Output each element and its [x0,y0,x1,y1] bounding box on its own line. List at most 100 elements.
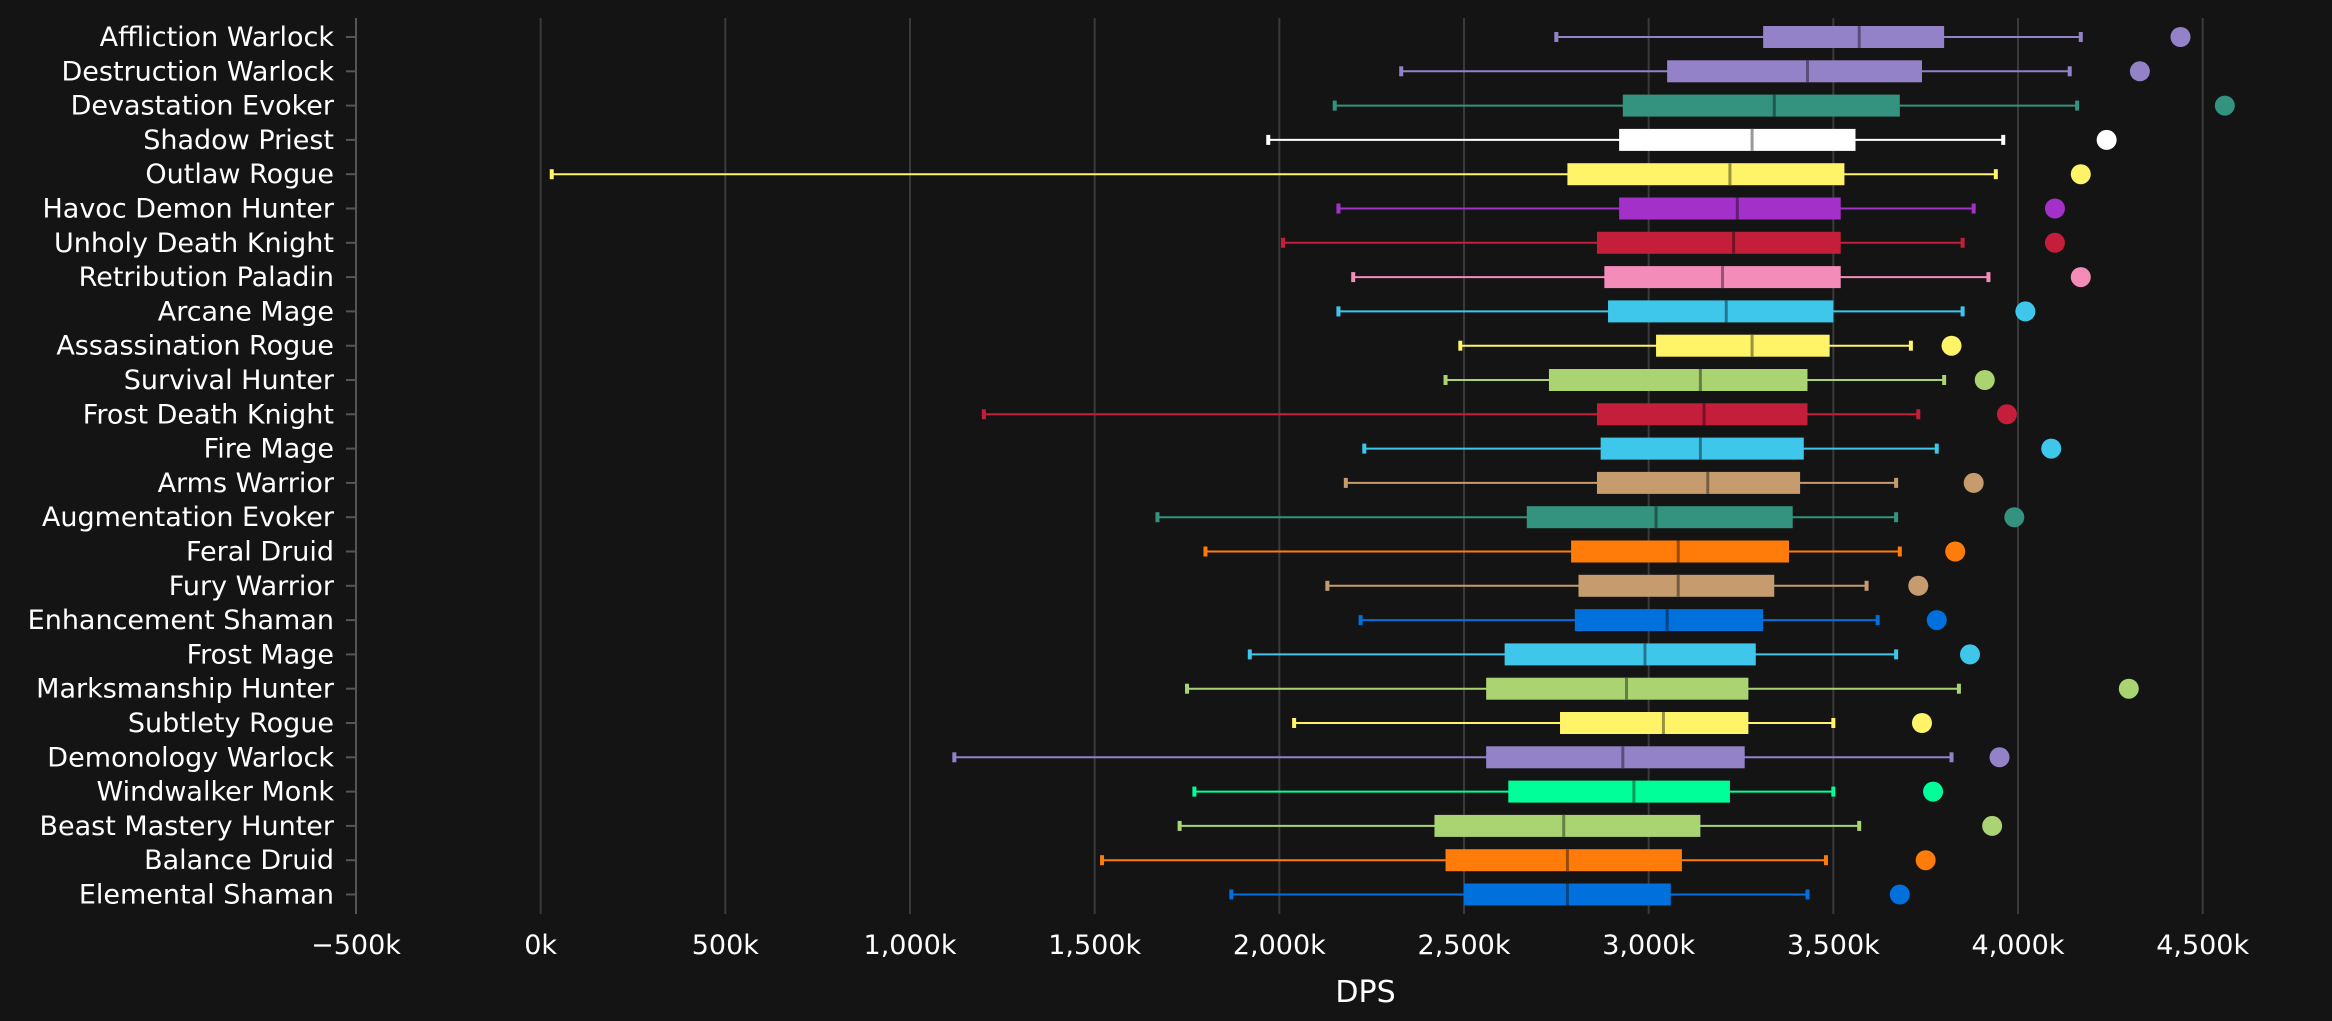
series-row [1185,677,2139,700]
series-row [1155,506,2025,529]
category-label: Fury Warrior [169,571,335,602]
outlier-point [1963,472,1984,493]
box [1578,574,1775,597]
box [1608,300,1834,323]
outlier-point [2004,507,2025,528]
box [1667,60,1922,83]
box [1596,231,1841,254]
box [1596,403,1808,426]
x-tick-label: 2,500k [1418,930,1511,961]
x-tick-label: 0k [524,930,557,961]
category-label: Subtlety Rogue [128,708,334,739]
series-row [1554,26,2191,48]
outlier-point [1908,575,1929,596]
box [1619,128,1856,151]
series-row [1332,94,2235,117]
series-row [952,746,2010,769]
outlier-point [2015,301,2036,322]
series-group [549,26,2235,906]
outlier-point [1926,610,1947,631]
category-label: Marksmanship Hunter [36,674,335,705]
box [1526,506,1793,529]
box [1548,369,1808,391]
outlier-point [2096,129,2117,150]
category-label: Affliction Warlock [100,22,335,53]
category-label: Enhancement Shaman [28,605,334,636]
category-label: Arcane Mage [158,296,334,327]
x-tick-label: 4,000k [1972,930,2065,961]
outlier-point [1915,850,1936,871]
outlier-point [1982,815,2003,836]
category-label: Windwalker Monk [96,777,334,808]
outlier-point [1941,335,1962,356]
box [1504,643,1756,666]
x-tick-label: 500k [692,930,760,961]
x-tick-label: 4,500k [2156,930,2249,961]
box [1567,163,1845,186]
category-label: Fire Mage [204,434,334,465]
series-row [1247,643,1980,666]
outlier-point [2214,95,2235,116]
series-row [1336,197,2065,220]
x-tick-label: 3,000k [1602,930,1695,961]
series-row [1229,883,1910,906]
category-label: Demonology Warlock [47,742,334,773]
box [1600,437,1804,460]
box [1560,712,1749,734]
category-label: Feral Druid [186,537,334,568]
category-label: Augmentation Evoker [42,502,335,533]
series-row [1192,780,1944,803]
outlier-point [2170,27,2191,47]
box [1434,814,1701,837]
outlier-point [2070,164,2091,185]
box [1445,849,1682,872]
box [1622,94,1900,117]
category-label: Havoc Demon Hunter [42,194,334,225]
x-tick-label: 2,000k [1233,930,1326,961]
grid-lines [539,18,2204,914]
series-row [1336,300,2036,323]
category-label: Outlaw Rogue [145,159,334,190]
category-label: Unholy Death Knight [54,228,334,259]
x-tick-label: 1,000k [864,930,957,961]
axes [346,18,357,914]
series-row [1358,609,1947,632]
category-label: Beast Mastery Hunter [39,811,334,842]
series-row [1203,540,1966,563]
x-tick-labels: −500k 0k 500k 1,000k 1,500k 2,000k 2,500k 3,000… [311,930,2249,961]
x-tick-label: 3,500k [1787,930,1880,961]
category-label: Assassination Rogue [56,331,334,362]
outlier-point [2118,678,2139,699]
category-label: Frost Mage [187,639,334,670]
box [1508,780,1730,803]
outlier-point [2041,438,2062,459]
box [1574,609,1764,632]
outlier-point [2129,61,2150,82]
outlier-point [2044,232,2065,253]
series-row [1458,334,1962,357]
outlier-point [1974,370,1995,390]
series-row [1351,266,2091,289]
category-label: Devastation Evoker [71,91,335,122]
series-row [549,163,2091,186]
series-row [1362,437,2062,460]
box [1486,677,1749,700]
box [1596,471,1801,494]
box [1619,197,1841,220]
x-tick-label: 1,500k [1048,930,1141,961]
series-row [1343,471,1984,494]
outlier-point [1889,884,1910,905]
category-label: Retribution Paladin [79,262,334,293]
x-axis-title: DPS [1335,975,1395,1010]
outlier-point [1945,541,1966,562]
box [1571,540,1790,563]
series-row [1266,128,2117,151]
category-label: Frost Death Knight [83,399,334,430]
series-row [1325,574,1929,597]
box [1486,746,1745,769]
outlier-point [1989,747,2010,768]
series-row [1443,369,1995,391]
outlier-point [1911,713,1932,733]
